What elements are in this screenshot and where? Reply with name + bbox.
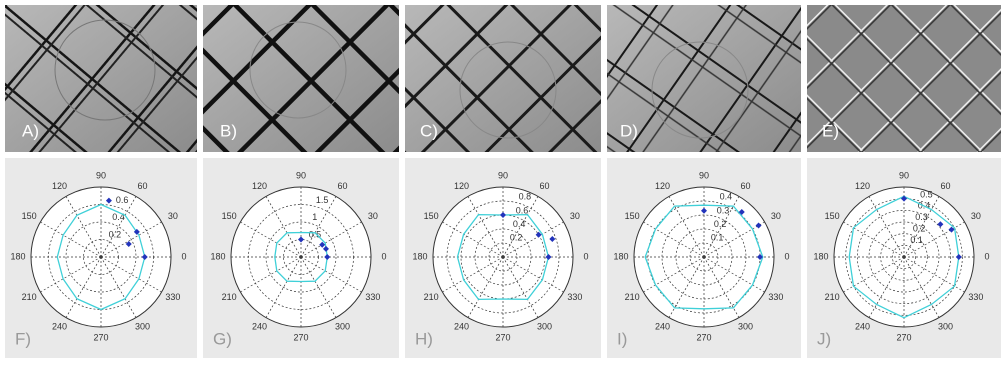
radius-label: 0.4 [720, 192, 733, 202]
angle-label: 60 [740, 181, 750, 191]
angle-label: 300 [335, 322, 350, 332]
angle-label: 180 [613, 251, 628, 261]
angle-label: 120 [855, 181, 870, 191]
figure: A) B) C) D) E) 0 30 60 90 120 150 180 210 240 270… [0, 0, 1003, 360]
angle-label: 210 [222, 292, 237, 302]
angle-label: 210 [625, 292, 640, 302]
angle-label: 300 [537, 322, 552, 332]
panel-label: A) [22, 121, 39, 140]
angle-label: 120 [655, 181, 670, 191]
radius-label: 0.6 [516, 205, 529, 215]
angle-label: 240 [655, 322, 670, 332]
radius-label: 0.3 [717, 205, 730, 215]
angle-label: 150 [825, 211, 840, 221]
panel-label: J) [817, 329, 831, 348]
radius-label: 0.6 [116, 195, 129, 205]
angle-label: 30 [971, 211, 981, 221]
angle-label: 330 [365, 292, 380, 302]
radius-label: 0.8 [519, 192, 532, 202]
panel-label: C) [420, 121, 438, 140]
angle-label: 120 [52, 181, 67, 191]
radius-label: 1 [312, 212, 317, 222]
angle-label: 240 [855, 322, 870, 332]
angle-label: 180 [813, 251, 828, 261]
angle-label: 0 [984, 251, 989, 261]
angle-label: 300 [938, 322, 953, 332]
angle-label: 270 [93, 332, 108, 342]
angle-label: 270 [696, 332, 711, 342]
radius-label: 1.5 [316, 195, 329, 205]
angle-label: 90 [296, 170, 306, 180]
angle-label: 210 [825, 292, 840, 302]
panel-label: G) [213, 329, 232, 348]
angle-label: 0 [181, 251, 186, 261]
angle-label: 300 [738, 322, 753, 332]
angle-label: 0 [583, 251, 588, 261]
panel-label: B) [220, 121, 237, 140]
angle-label: 60 [940, 181, 950, 191]
angle-label: 60 [137, 181, 147, 191]
angle-label: 330 [165, 292, 180, 302]
angle-label: 30 [771, 211, 781, 221]
angle-label: 120 [454, 181, 469, 191]
radius-label: 0.1 [711, 233, 724, 243]
angle-label: 150 [222, 211, 237, 221]
panel-label: F) [15, 329, 31, 348]
angle-label: 150 [424, 211, 439, 221]
angle-label: 30 [368, 211, 378, 221]
angle-label: 150 [22, 211, 37, 221]
radius-label: 0.2 [714, 219, 727, 229]
angle-label: 270 [495, 332, 510, 342]
angle-label: 60 [539, 181, 549, 191]
angle-label: 210 [424, 292, 439, 302]
panel-label: H) [415, 329, 433, 348]
angle-label: 330 [567, 292, 582, 302]
radius-label: 0.2 [510, 233, 523, 243]
panel-label: I) [617, 329, 627, 348]
angle-label: 30 [570, 211, 580, 221]
polar-plots: 03060901201501802102402703003300.20.40.6… [5, 158, 1001, 358]
angle-label: 180 [210, 251, 225, 261]
angle-label: 270 [293, 332, 308, 342]
angle-label: 180 [412, 251, 427, 261]
angle-label: 60 [337, 181, 347, 191]
radius-label: 0.4 [513, 219, 526, 229]
angle-label: 0 [784, 251, 789, 261]
angle-label: 30 [168, 211, 178, 221]
panel-label: E) [822, 121, 839, 140]
angle-label: 240 [252, 322, 267, 332]
angle-label: 120 [252, 181, 267, 191]
angle-label: 240 [454, 322, 469, 332]
angle-label: 300 [135, 322, 150, 332]
radius-label: 0.1 [910, 235, 923, 245]
angle-label: 150 [625, 211, 640, 221]
angle-label: 90 [699, 170, 709, 180]
angle-label: 90 [899, 170, 909, 180]
angle-label: 330 [968, 292, 983, 302]
angle-label: 180 [10, 251, 25, 261]
angle-label: 0 [381, 251, 386, 261]
angle-label: 270 [896, 332, 911, 342]
radius-label: 0.2 [109, 229, 122, 239]
photos: A) B) C) D) E) [5, 5, 1001, 152]
angle-label: 330 [768, 292, 783, 302]
radius-label: 0.5 [920, 189, 933, 199]
angle-label: 210 [22, 292, 37, 302]
angle-label: 240 [52, 322, 67, 332]
angle-label: 90 [96, 170, 106, 180]
panel-label: D) [620, 121, 638, 140]
angle-label: 90 [498, 170, 508, 180]
